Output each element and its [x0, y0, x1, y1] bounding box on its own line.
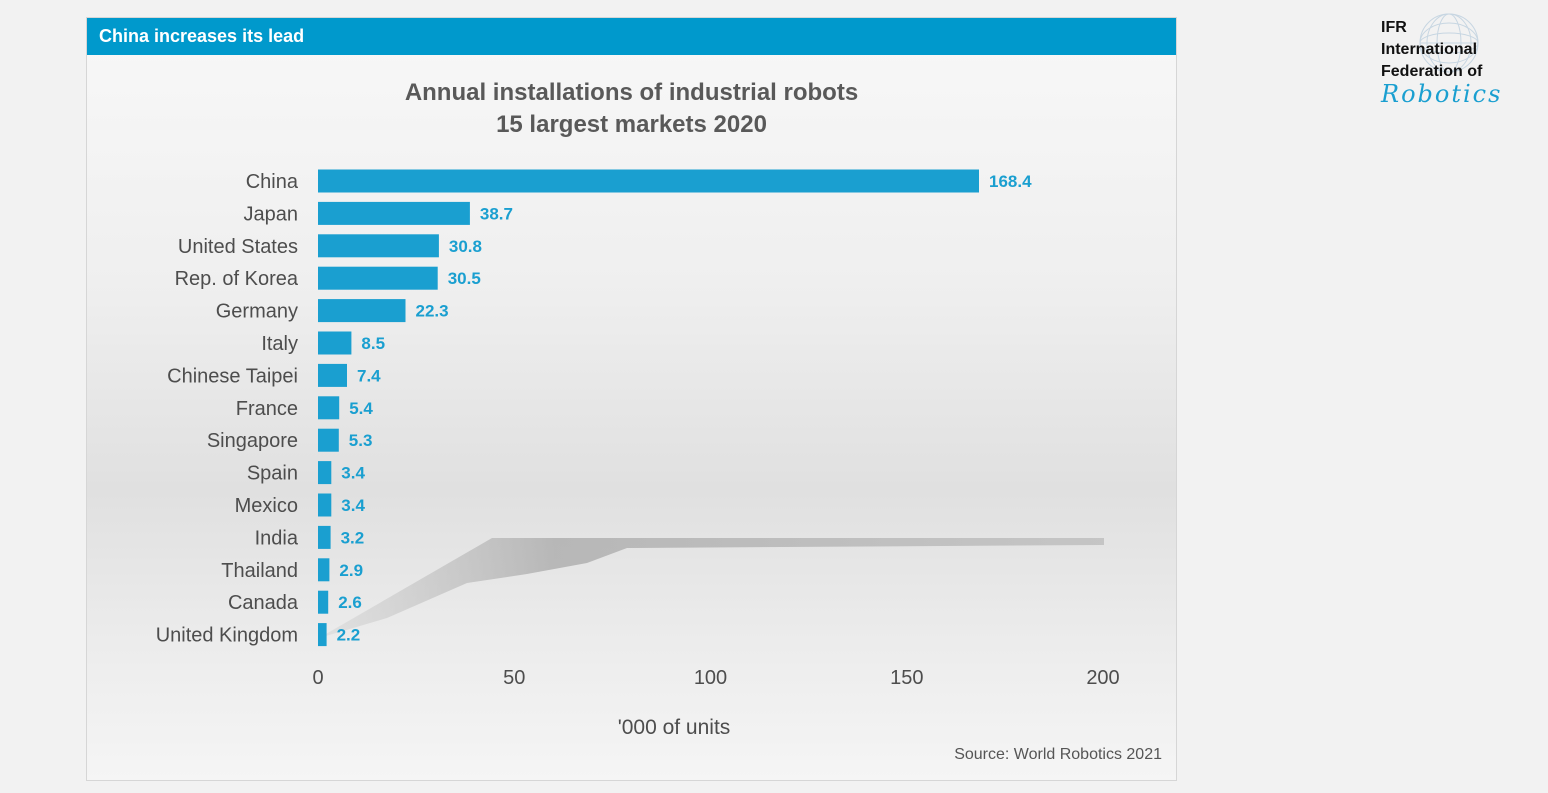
bar-france: [318, 396, 340, 420]
category-label: United States: [178, 236, 298, 258]
bar-china: [318, 169, 979, 193]
chart-panel: China increases its lead Annual installa…: [86, 17, 1177, 781]
logo-text-ifr: IFR: [1381, 19, 1407, 36]
logo-text-federation: Federation of: [1381, 63, 1483, 80]
value-label: 30.5: [448, 269, 481, 288]
category-label: Mexico: [235, 495, 298, 517]
value-label: 2.9: [339, 561, 363, 580]
source-note: Source: World Robotics 2021: [954, 746, 1162, 763]
value-label: 30.8: [449, 237, 482, 256]
ifr-logo: IFR International Federation of Robotics: [1381, 12, 1531, 112]
value-label: 8.5: [361, 334, 385, 353]
value-label: 5.4: [349, 399, 373, 418]
logo-text-international: International: [1381, 41, 1478, 58]
value-label: 38.7: [480, 204, 513, 223]
category-label: Spain: [247, 463, 298, 485]
value-label: 3.2: [341, 528, 365, 547]
value-label: 3.4: [341, 464, 365, 483]
x-tick-label: 200: [1086, 667, 1119, 689]
bar-singapore: [318, 428, 339, 452]
category-label: Germany: [216, 301, 298, 323]
category-label: Chinese Taipei: [167, 365, 298, 387]
header-title: China increases its lead: [99, 26, 305, 46]
category-label: Thailand: [221, 560, 298, 582]
bars-group: [318, 169, 979, 647]
category-label: Italy: [261, 333, 298, 355]
category-label: France: [236, 398, 298, 420]
value-label: 5.3: [349, 431, 373, 450]
header-bar: China increases its lead: [87, 18, 1176, 55]
bar-united-kingdom: [318, 623, 327, 647]
category-label: China: [246, 171, 299, 193]
bar-spain: [318, 461, 332, 485]
bar-japan: [318, 201, 470, 225]
bar-rep-of-korea: [318, 266, 438, 290]
category-labels: China Japan United States Rep. of Korea Germ…: [156, 171, 299, 647]
bar-germany: [318, 299, 406, 323]
bar-mexico: [318, 493, 332, 517]
value-labels: 168.4 38.7 30.8 30.5 22.3 8.5 7.4 5.4 5.3 3.4 3.4 3…: [337, 172, 1032, 645]
x-axis-ticks: 0 50 100 150 200: [312, 667, 1119, 689]
chart-title: Annual installations of industrial robot…: [404, 79, 859, 106]
x-axis-title: '000 of units: [618, 716, 731, 739]
bar-united-states: [318, 234, 439, 258]
category-label: Japan: [244, 203, 299, 225]
bar-chinese-taipei: [318, 363, 347, 387]
category-label: Canada: [228, 592, 299, 614]
bar-india: [318, 525, 331, 549]
value-label: 7.4: [357, 366, 381, 385]
category-label: United Kingdom: [156, 625, 298, 647]
chart-subtitle: 15 largest markets 2020: [496, 111, 767, 138]
category-label: India: [255, 527, 299, 549]
globe-icon: [1419, 13, 1479, 73]
logo-text-robotics: Robotics: [1381, 80, 1503, 108]
x-tick-label: 100: [694, 667, 727, 689]
bar-chart: China Japan United States Rep. of Korea Germ…: [156, 169, 1120, 739]
bar-canada: [318, 590, 329, 614]
bar-italy: [318, 331, 352, 355]
value-label: 2.6: [338, 593, 362, 612]
value-label: 22.3: [416, 302, 449, 321]
value-label: 3.4: [341, 496, 365, 515]
value-label: 2.2: [337, 626, 361, 645]
value-label: 168.4: [989, 172, 1032, 191]
category-label: Singapore: [207, 430, 298, 452]
x-tick-label: 50: [503, 667, 525, 689]
x-tick-label: 0: [312, 667, 323, 689]
x-tick-label: 150: [890, 667, 923, 689]
bar-thailand: [318, 558, 330, 582]
category-label: Rep. of Korea: [175, 268, 299, 290]
reflection-shadow: [319, 538, 1104, 638]
